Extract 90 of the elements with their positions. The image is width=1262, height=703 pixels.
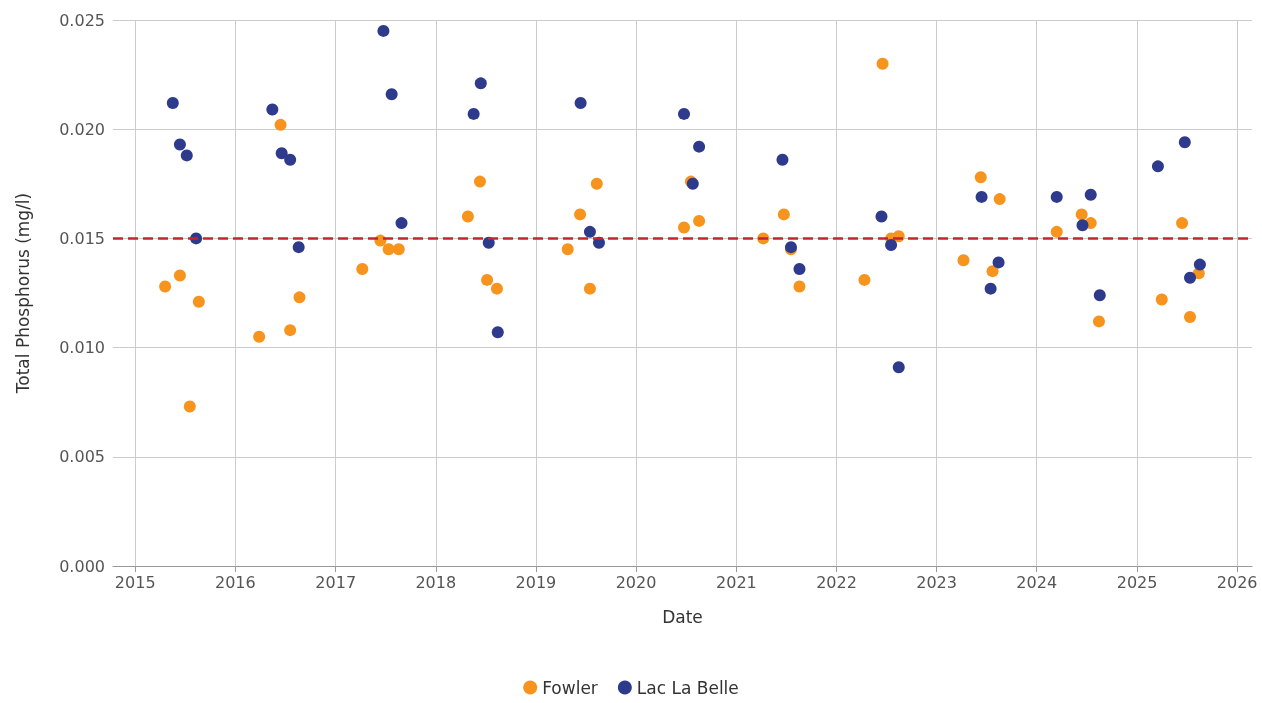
point xyxy=(377,24,390,37)
point xyxy=(793,262,806,275)
point xyxy=(1151,160,1164,173)
point xyxy=(382,243,395,256)
y-tick-label: 0.025 xyxy=(59,10,105,30)
point xyxy=(1084,188,1097,201)
x-tick-label: 2017 xyxy=(315,572,357,592)
point xyxy=(561,243,574,256)
point xyxy=(392,243,405,256)
point xyxy=(957,254,970,267)
x-tick-label: 2022 xyxy=(816,572,857,592)
point xyxy=(776,153,789,166)
point xyxy=(293,291,306,304)
point xyxy=(574,208,587,221)
x-tick-label: 2023 xyxy=(916,572,957,592)
point xyxy=(678,107,691,120)
point xyxy=(876,57,889,70)
point xyxy=(975,190,988,203)
point xyxy=(180,149,193,162)
point xyxy=(992,256,1005,269)
point xyxy=(1176,217,1189,230)
point xyxy=(192,295,205,308)
x-tick-label: 2018 xyxy=(415,572,457,592)
point xyxy=(284,324,297,337)
point xyxy=(892,361,905,374)
point xyxy=(491,326,504,339)
point xyxy=(858,273,871,286)
y-tick-label: 0.010 xyxy=(59,338,105,358)
point xyxy=(1178,136,1191,149)
point xyxy=(693,214,706,227)
y-tick-label: 0.020 xyxy=(59,119,105,139)
point xyxy=(284,153,297,166)
point xyxy=(292,241,305,254)
y-tick-label: 0.005 xyxy=(59,447,105,467)
point xyxy=(1155,293,1168,306)
point xyxy=(183,400,196,413)
point xyxy=(266,103,279,116)
point xyxy=(385,88,398,101)
point xyxy=(1184,311,1197,324)
x-tick-label: 2015 xyxy=(114,572,156,592)
point xyxy=(678,221,691,234)
x-tick-label: 2025 xyxy=(1116,572,1158,592)
point xyxy=(583,282,596,295)
x-tick-label: 2020 xyxy=(615,572,657,592)
point xyxy=(875,210,888,223)
point xyxy=(461,210,474,223)
point xyxy=(356,262,369,275)
point xyxy=(473,175,486,188)
x-tick-label: 2016 xyxy=(214,572,256,592)
x-tick-label: 2021 xyxy=(716,572,757,592)
point xyxy=(885,238,898,251)
x-axis-title: Date xyxy=(662,606,703,627)
point xyxy=(1193,258,1206,271)
point xyxy=(777,208,790,221)
point xyxy=(1075,208,1088,221)
point xyxy=(984,282,997,295)
point xyxy=(481,273,494,286)
point xyxy=(1092,315,1105,328)
point xyxy=(253,330,266,343)
point xyxy=(583,225,596,238)
point xyxy=(1076,219,1089,232)
point xyxy=(693,140,706,153)
x-tick-label: 2019 xyxy=(515,572,557,592)
y-tick-label: 0.000 xyxy=(59,556,105,576)
x-tick-label: 2026 xyxy=(1216,572,1258,592)
point xyxy=(159,280,172,293)
point xyxy=(1093,289,1106,302)
point xyxy=(490,282,503,295)
point xyxy=(275,147,288,160)
point xyxy=(974,171,987,184)
legend-label: Lac La Belle xyxy=(636,677,739,698)
point xyxy=(467,107,480,120)
point xyxy=(395,217,408,230)
y-tick-label: 0.015 xyxy=(59,228,105,248)
x-tick-label: 2024 xyxy=(1016,572,1058,592)
point xyxy=(166,96,179,109)
point xyxy=(986,265,999,278)
point xyxy=(1050,190,1063,203)
point xyxy=(1184,271,1197,284)
point xyxy=(590,177,603,190)
legend-label: Fowler xyxy=(542,677,598,698)
point xyxy=(474,77,487,90)
point xyxy=(274,118,287,131)
point xyxy=(793,280,806,293)
point xyxy=(173,269,186,282)
point xyxy=(574,96,587,109)
y-axis-title: Total Phosphorus (mg/l) xyxy=(12,192,33,395)
point xyxy=(173,138,186,151)
point xyxy=(993,193,1006,206)
point xyxy=(1050,225,1063,238)
